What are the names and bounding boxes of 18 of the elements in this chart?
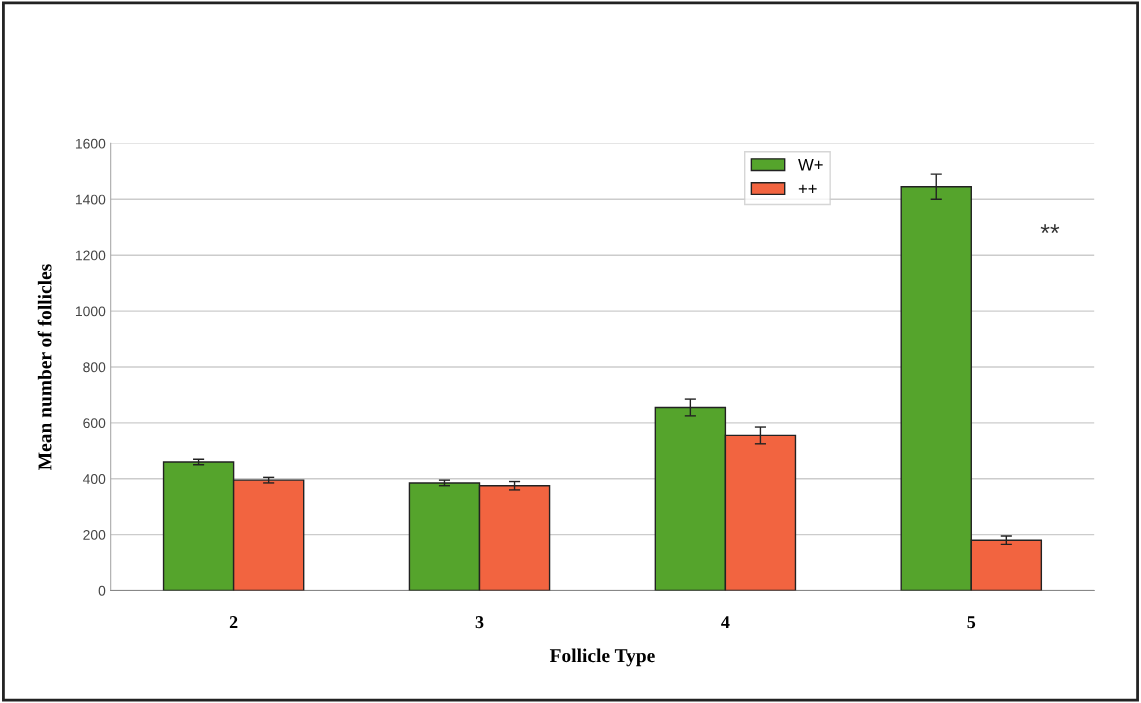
x-tick-label: 4 — [721, 616, 730, 629]
y-tick-label: 200 — [83, 529, 106, 540]
y-axis-title: Mean number of follicles — [37, 264, 52, 470]
x-axis-title: Follicle Type — [549, 648, 655, 667]
annotation: ** — [1040, 224, 1060, 234]
y-tick-label: 400 — [82, 474, 106, 484]
legend-label: ++ — [798, 184, 817, 193]
legend-label: W+ — [798, 159, 823, 171]
x-tick-label: 5 — [967, 616, 976, 629]
y-tick-label: 600 — [83, 418, 106, 429]
y-tick-label: 0 — [98, 585, 106, 596]
y-tick-label: 1400 — [75, 194, 106, 205]
x-tick-label: 2 — [229, 616, 238, 629]
y-tick-label: 800 — [83, 362, 106, 373]
y-tick-label: 1200 — [75, 250, 106, 261]
x-tick-label: 3 — [475, 616, 484, 629]
y-tick-label: 1000 — [75, 306, 106, 317]
y-tick-label: 1600 — [75, 138, 106, 149]
